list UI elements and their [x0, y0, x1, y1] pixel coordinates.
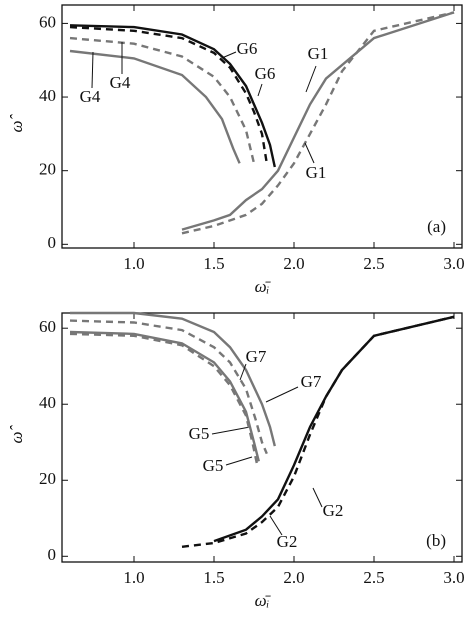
plot-frame — [61, 312, 463, 563]
x-tick-label: 3.0 — [443, 254, 464, 273]
y-tick-label: 20 — [39, 469, 56, 488]
series-annotation: G4 — [80, 87, 101, 106]
annotation-leader — [257, 83, 263, 97]
series-annotation: G5 — [203, 456, 224, 475]
annotation-leader — [91, 51, 94, 89]
series-annotation: G4 — [110, 73, 131, 92]
series-line — [181, 11, 455, 231]
y-tick-label: 60 — [39, 12, 56, 31]
x-tick-label: 2.0 — [283, 254, 304, 273]
x-tick-label: 2.5 — [363, 254, 384, 273]
series-line — [69, 332, 259, 466]
series-line — [69, 36, 256, 164]
annotation-leader — [221, 51, 237, 59]
y-tick-label: 0 — [48, 233, 57, 252]
series-line — [69, 49, 241, 164]
y-axis-label: ω̂ — [7, 425, 26, 444]
x-tick-label: 1.0 — [123, 568, 144, 587]
series-annotation: G1 — [308, 44, 329, 63]
annotation-leader — [211, 426, 251, 435]
series-line — [70, 311, 276, 447]
y-tick-label: 60 — [39, 317, 56, 336]
x-axis-label: ω̄ᵢ — [255, 591, 272, 610]
annotation-leader — [239, 363, 247, 381]
y-axis-label: ω̂ — [7, 114, 26, 133]
y-tick-label: 40 — [39, 86, 56, 105]
annotation-leader — [265, 386, 299, 403]
series-annotation: G2 — [323, 501, 344, 520]
panel-label: (b) — [426, 531, 446, 550]
plot-frame — [61, 4, 463, 249]
x-tick-label: 2.0 — [283, 568, 304, 587]
series-line — [69, 24, 276, 168]
y-tick-label: 20 — [39, 160, 56, 179]
series-annotation: G6 — [237, 39, 258, 58]
series-annotation: G7 — [301, 372, 322, 391]
series-line — [69, 330, 260, 462]
x-tick-label: 3.0 — [443, 568, 464, 587]
annotation-leader — [305, 65, 317, 93]
series-line — [69, 25, 268, 164]
series-annotation: G6 — [255, 64, 276, 83]
series-annotation: G7 — [246, 347, 267, 366]
panel-label: (a) — [427, 217, 446, 236]
x-tick-label: 2.5 — [363, 568, 384, 587]
annotation-leader — [269, 515, 283, 536]
y-tick-label: 40 — [39, 393, 56, 412]
x-tick-label: 1.0 — [123, 254, 144, 273]
series-annotation: G5 — [189, 424, 210, 443]
series-line — [69, 319, 268, 455]
x-axis-label: ω̄ᵢ — [255, 277, 272, 296]
x-tick-label: 1.5 — [203, 254, 224, 273]
series-line — [181, 11, 455, 235]
annotation-leader — [312, 487, 323, 508]
annotation-leader — [304, 142, 315, 164]
y-tick-label: 0 — [48, 545, 57, 564]
series-annotation: G1 — [306, 163, 327, 182]
series-line — [181, 315, 455, 548]
x-tick-label: 1.5 — [203, 568, 224, 587]
annotation-leader — [225, 456, 253, 466]
series-annotation: G2 — [277, 532, 298, 551]
